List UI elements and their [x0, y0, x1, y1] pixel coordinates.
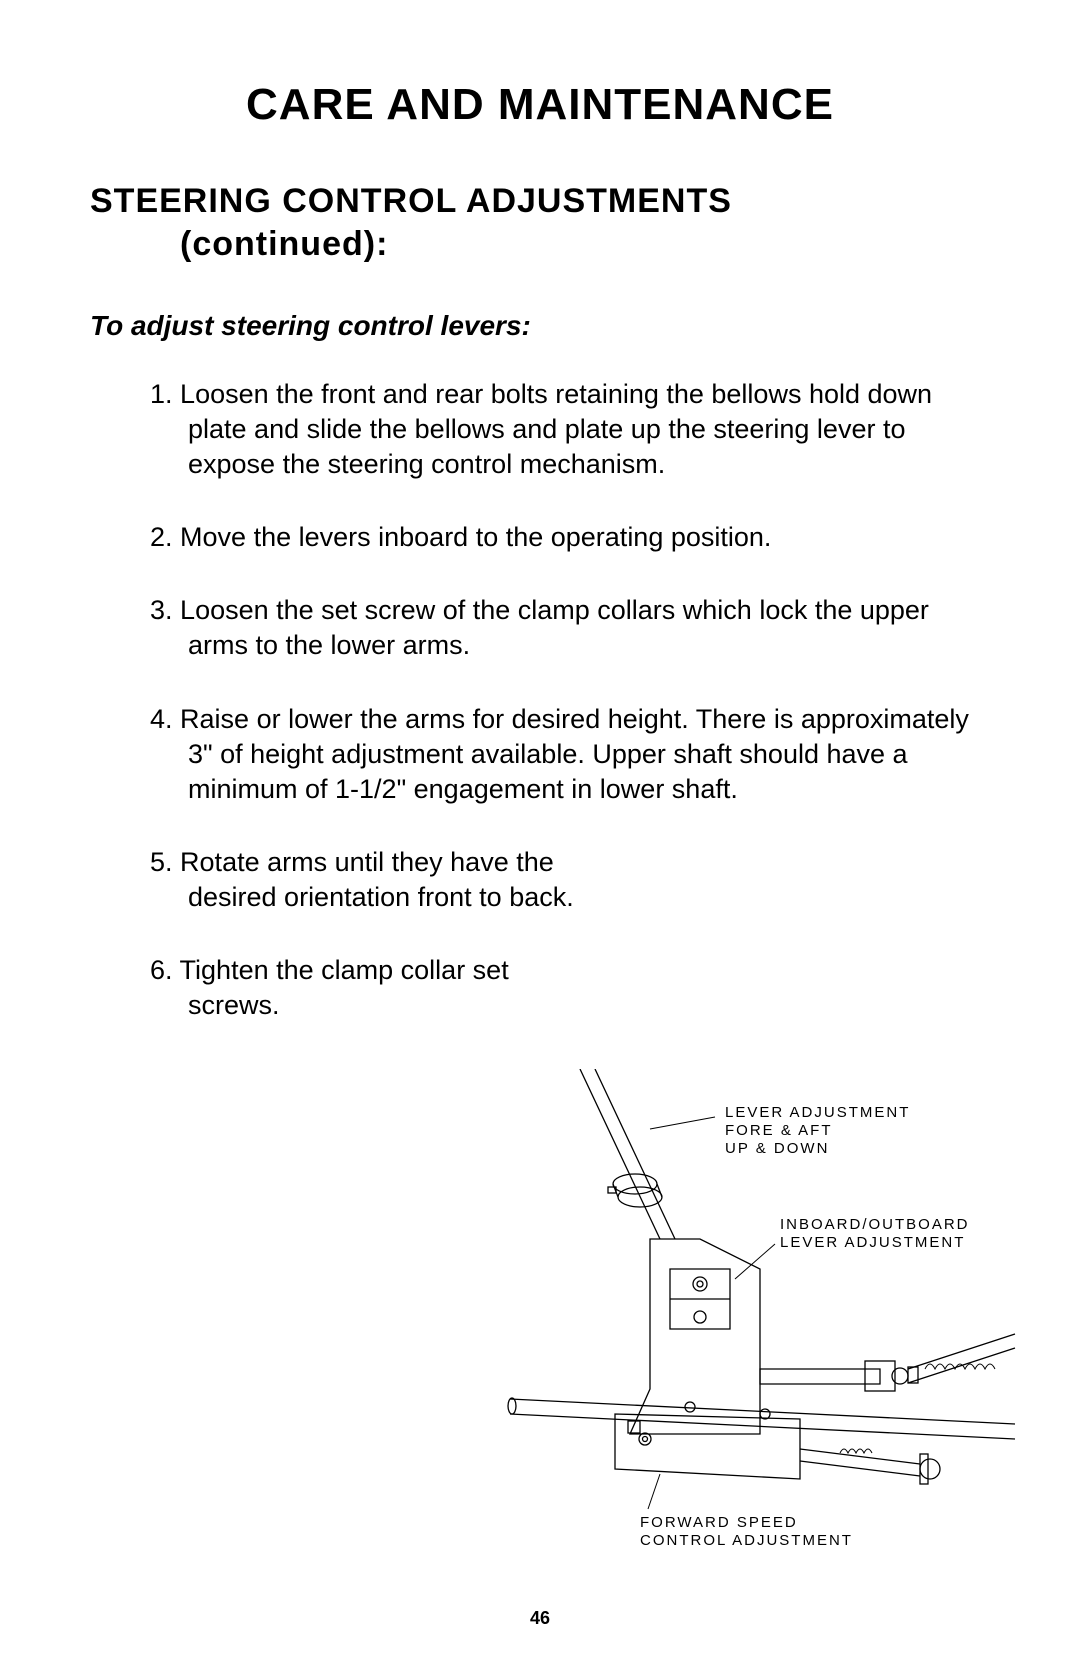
steering-diagram: LEVER ADJUSTMENT FORE & AFT UP & DOWN IN…	[500, 1069, 1020, 1549]
step-number: 5.	[150, 847, 173, 877]
diagram-label: LEVER ADJUSTMENT	[725, 1104, 910, 1121]
step-text: Move the levers inboard to the operating…	[180, 522, 771, 552]
steps-list: 1. Loosen the front and rear bolts retai…	[90, 377, 990, 1023]
section-heading-line2: (continued):	[90, 223, 990, 266]
diagram-label: INBOARD/OUTBOARD	[780, 1216, 970, 1233]
manual-page: CARE AND MAINTENANCE STEERING CONTROL AD…	[0, 0, 1080, 1669]
step-text: Tighten the clamp collar set screws.	[180, 955, 509, 1020]
list-item: 2. Move the levers inboard to the operat…	[150, 520, 990, 555]
step-text: Loosen the front and rear bolts retainin…	[180, 379, 932, 479]
diagram-label: FORWARD SPEED	[640, 1514, 798, 1531]
step-number: 4.	[150, 704, 173, 734]
list-item: 5. Rotate arms until they have the desir…	[150, 845, 580, 915]
list-item: 4. Raise or lower the arms for desired h…	[150, 702, 990, 807]
list-item: 1. Loosen the front and rear bolts retai…	[150, 377, 990, 482]
step-number: 2.	[150, 522, 173, 552]
page-title: CARE AND MAINTENANCE	[90, 80, 990, 130]
diagram-label: LEVER ADJUSTMENT	[780, 1234, 965, 1251]
section-heading: STEERING CONTROL ADJUSTMENTS (continued)…	[90, 180, 990, 265]
step-text: Raise or lower the arms for desired heig…	[180, 704, 969, 804]
diagram-label: CONTROL ADJUSTMENT	[640, 1532, 853, 1549]
step-number: 3.	[150, 595, 173, 625]
list-item: 6. Tighten the clamp collar set screws.	[150, 953, 580, 1023]
step-text: Rotate arms until they have the desired …	[180, 847, 574, 912]
step-number: 1.	[150, 379, 173, 409]
page-number: 46	[0, 1608, 1080, 1629]
section-heading-line1: STEERING CONTROL ADJUSTMENTS	[90, 182, 732, 220]
step-number: 6.	[150, 955, 173, 985]
diagram-label: UP & DOWN	[725, 1140, 829, 1157]
diagram-label: FORE & AFT	[725, 1122, 833, 1139]
list-item: 3. Loosen the set screw of the clamp col…	[150, 593, 990, 663]
subheading: To adjust steering control levers:	[90, 310, 990, 342]
step-text: Loosen the set screw of the clamp collar…	[180, 595, 929, 660]
